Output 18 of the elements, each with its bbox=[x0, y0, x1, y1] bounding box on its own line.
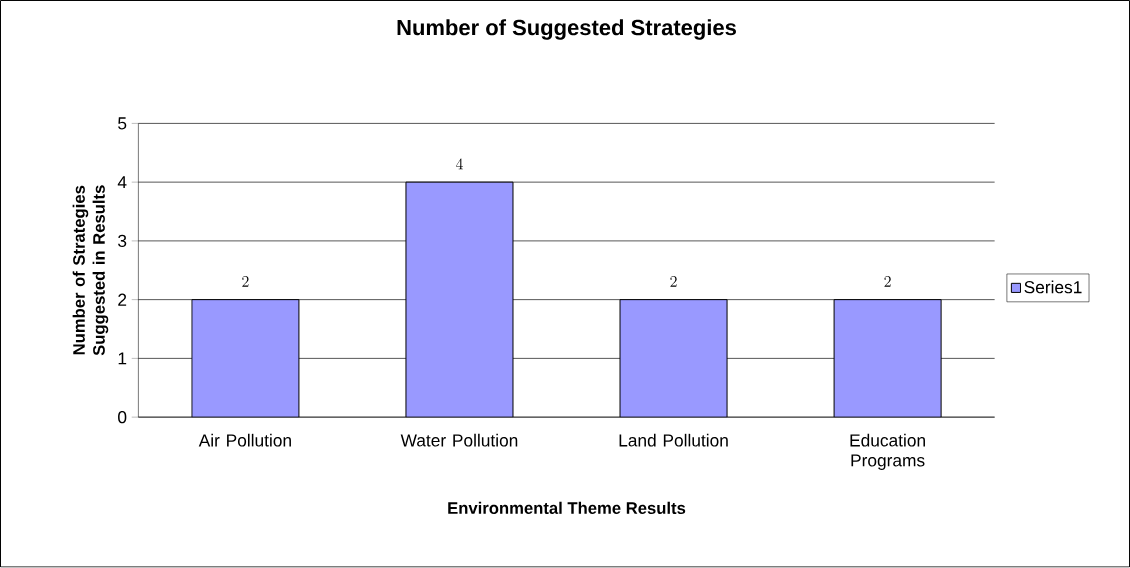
y-tick-label: 3 bbox=[118, 235, 127, 248]
y-tick-label: 0 bbox=[118, 411, 127, 424]
data-label: 2 bbox=[670, 276, 677, 287]
chart-title: Number of Suggested Strategies bbox=[397, 19, 736, 41]
data-label: 2 bbox=[242, 276, 249, 287]
y-tick-label: 5 bbox=[118, 117, 127, 130]
y-axis-title: Number of Strategies Suggested in Results bbox=[72, 185, 109, 356]
y-tick-label: 1 bbox=[118, 352, 127, 365]
x-tick-label: Land Pollution bbox=[619, 434, 728, 447]
data-label: 2 bbox=[884, 276, 891, 287]
y-tick-label: 2 bbox=[118, 293, 127, 306]
data-label: 4 bbox=[456, 158, 463, 170]
x-axis-title: Environmental Theme Results bbox=[448, 501, 686, 515]
legend-label: Series1 bbox=[1024, 280, 1082, 294]
x-tick-label: Education Programs bbox=[850, 434, 925, 471]
y-tick-label: 4 bbox=[117, 176, 127, 189]
x-tick-label: Air Pollution bbox=[198, 434, 291, 447]
x-tick-label: Water Pollution bbox=[400, 434, 518, 447]
